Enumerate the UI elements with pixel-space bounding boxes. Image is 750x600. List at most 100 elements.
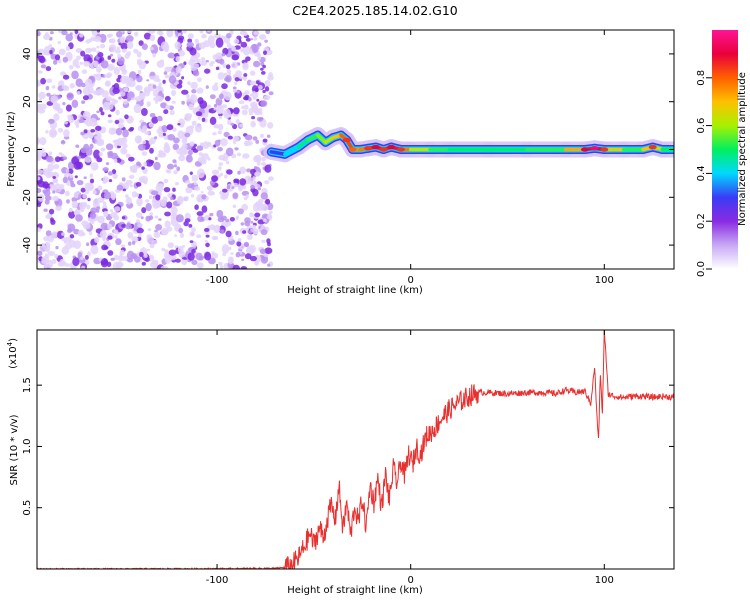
noise-speckle — [75, 214, 83, 222]
noise-speckle — [111, 58, 116, 63]
noise-speckle — [175, 214, 184, 223]
snr-y-multiplier: (x104) — [6, 338, 19, 369]
noise-speckle — [144, 130, 150, 135]
noise-speckle — [94, 130, 99, 134]
noise-speckle — [172, 187, 176, 192]
noise-speckle — [69, 234, 75, 239]
noise-speckle — [138, 40, 144, 46]
noise-speckle — [108, 44, 117, 53]
noise-speckle — [89, 134, 94, 139]
noise-speckle — [37, 30, 41, 37]
noise-speckle — [75, 144, 80, 148]
noise-speckle — [196, 234, 202, 239]
noise-speckle — [195, 111, 202, 117]
noise-speckle — [71, 200, 79, 208]
noise-speckle — [226, 185, 231, 190]
snr-x-tick-label: -100 — [206, 575, 229, 586]
noise-speckle — [240, 48, 244, 53]
noise-speckle — [141, 207, 147, 214]
noise-speckle — [113, 229, 119, 234]
noise-speckle — [170, 196, 174, 201]
noise-speckle — [139, 251, 144, 258]
noise-speckle — [75, 78, 83, 87]
noise-speckle — [86, 242, 90, 247]
noise-speckle — [178, 227, 184, 234]
noise-speckle — [107, 114, 112, 118]
noise-speckle — [82, 95, 89, 101]
noise-speckle — [140, 216, 144, 220]
noise-speckle — [242, 153, 250, 159]
noise-speckle — [37, 107, 46, 114]
noise-speckle — [170, 85, 175, 89]
noise-speckle — [263, 50, 267, 56]
noise-speckle — [164, 66, 172, 73]
noise-speckle — [60, 153, 65, 158]
noise-speckle — [204, 68, 211, 74]
noise-speckle — [167, 52, 176, 59]
noise-speckle — [189, 231, 195, 237]
noise-speckle — [104, 74, 108, 78]
noise-speckle — [50, 31, 54, 35]
noise-speckle — [185, 196, 189, 200]
noise-speckle — [161, 247, 166, 252]
spectrogram-y-tick-label: 0 — [22, 146, 33, 152]
noise-speckle — [166, 124, 174, 131]
noise-speckle — [126, 257, 134, 263]
noise-speckle — [90, 207, 98, 214]
noise-speckle — [89, 173, 94, 178]
noise-speckle — [147, 30, 156, 34]
noise-speckle — [241, 258, 245, 261]
noise-speckle — [217, 72, 225, 80]
colorbar-label: Normalized spectral amplitude — [737, 72, 748, 226]
noise-speckle — [223, 108, 232, 119]
noise-speckle — [250, 221, 254, 224]
noise-speckle — [97, 185, 103, 191]
noise-speckle — [241, 109, 248, 116]
noise-speckle — [218, 261, 223, 266]
noise-speckle — [252, 202, 260, 212]
noise-speckle — [178, 154, 186, 162]
noise-speckle — [42, 168, 50, 176]
noise-speckle — [150, 190, 159, 196]
noise-speckle — [237, 238, 242, 242]
snr-frame — [36, 329, 675, 570]
noise-speckle — [39, 137, 47, 146]
snr-y-tick-label: 0.5 — [22, 500, 33, 516]
noise-speckle — [107, 55, 112, 60]
noise-speckle — [102, 176, 109, 183]
figure-title: C2E4.2025.185.14.02.G10 — [292, 3, 458, 18]
noise-speckle — [225, 218, 230, 223]
noise-speckle — [234, 77, 240, 82]
noise-speckle — [139, 90, 143, 94]
noise-speckle — [95, 89, 103, 96]
noise-speckle — [184, 113, 193, 119]
noise-speckle — [254, 156, 259, 161]
noise-speckle — [153, 161, 161, 171]
spectrogram-y-tick-label: -20 — [22, 189, 33, 205]
spectrogram-x-label: Height of straight line (km) — [287, 285, 423, 296]
noise-speckle — [242, 45, 251, 56]
noise-speckle — [157, 153, 162, 158]
noise-speckle — [58, 152, 63, 156]
noise-speckle — [261, 156, 266, 162]
noise-speckle — [65, 104, 72, 112]
noise-speckle — [99, 57, 103, 63]
noise-speckle — [83, 176, 87, 179]
noise-speckle — [249, 212, 254, 218]
noise-speckle — [47, 163, 54, 172]
noise-speckle — [172, 143, 179, 151]
noise-speckle — [212, 54, 219, 60]
noise-speckle — [187, 183, 194, 189]
noise-speckle — [38, 91, 46, 100]
noise-speckle — [50, 95, 58, 104]
noise-speckle — [62, 56, 68, 63]
noise-speckle — [119, 253, 123, 258]
noise-speckle — [46, 259, 54, 269]
noise-speckle — [132, 240, 136, 245]
noise-speckle — [258, 85, 263, 90]
noise-speckle — [148, 195, 153, 200]
noise-speckle — [234, 147, 239, 151]
noise-speckle — [146, 248, 150, 252]
noise-speckle — [221, 83, 228, 90]
noise-speckle — [52, 178, 59, 184]
